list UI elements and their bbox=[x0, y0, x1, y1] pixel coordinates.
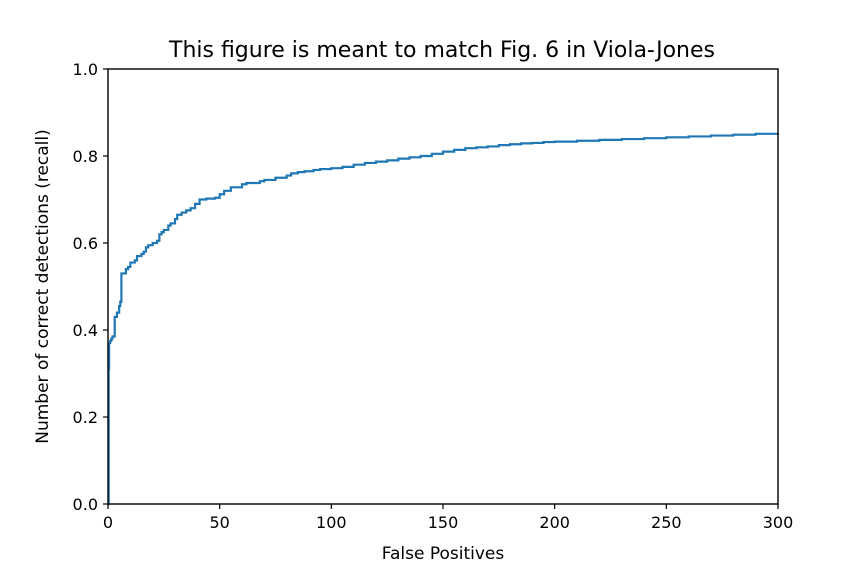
y-tick-label: 0.2 bbox=[73, 408, 98, 427]
y-axis-ticks: 0.0 0.2 0.4 0.6 0.8 1.0 bbox=[73, 60, 108, 514]
x-tick-label: 200 bbox=[539, 513, 570, 532]
y-tick-label: 0.0 bbox=[73, 495, 98, 514]
recall-step-line bbox=[107, 132, 780, 506]
y-tick-label: 0.4 bbox=[73, 321, 98, 340]
x-axis-label: False Positives bbox=[382, 544, 505, 564]
x-tick-label: 100 bbox=[316, 513, 347, 532]
axes-frame bbox=[107, 68, 779, 505]
x-tick-label: 50 bbox=[209, 513, 229, 532]
plot-area bbox=[107, 132, 780, 506]
y-axis-label: Number of correct detections (recall) bbox=[33, 129, 53, 444]
x-tick-label: 0 bbox=[103, 513, 113, 532]
chart-title: This figure is meant to match Fig. 6 in … bbox=[168, 38, 715, 63]
x-tick-label: 300 bbox=[763, 513, 794, 532]
x-tick-label: 250 bbox=[651, 513, 682, 532]
x-tick-label: 150 bbox=[428, 513, 459, 532]
y-tick-label: 0.6 bbox=[73, 234, 98, 253]
y-tick-label: 0.8 bbox=[73, 147, 98, 166]
y-tick-label: 1.0 bbox=[73, 60, 98, 79]
x-axis-ticks: 0 50 100 150 200 250 300 bbox=[103, 504, 793, 532]
